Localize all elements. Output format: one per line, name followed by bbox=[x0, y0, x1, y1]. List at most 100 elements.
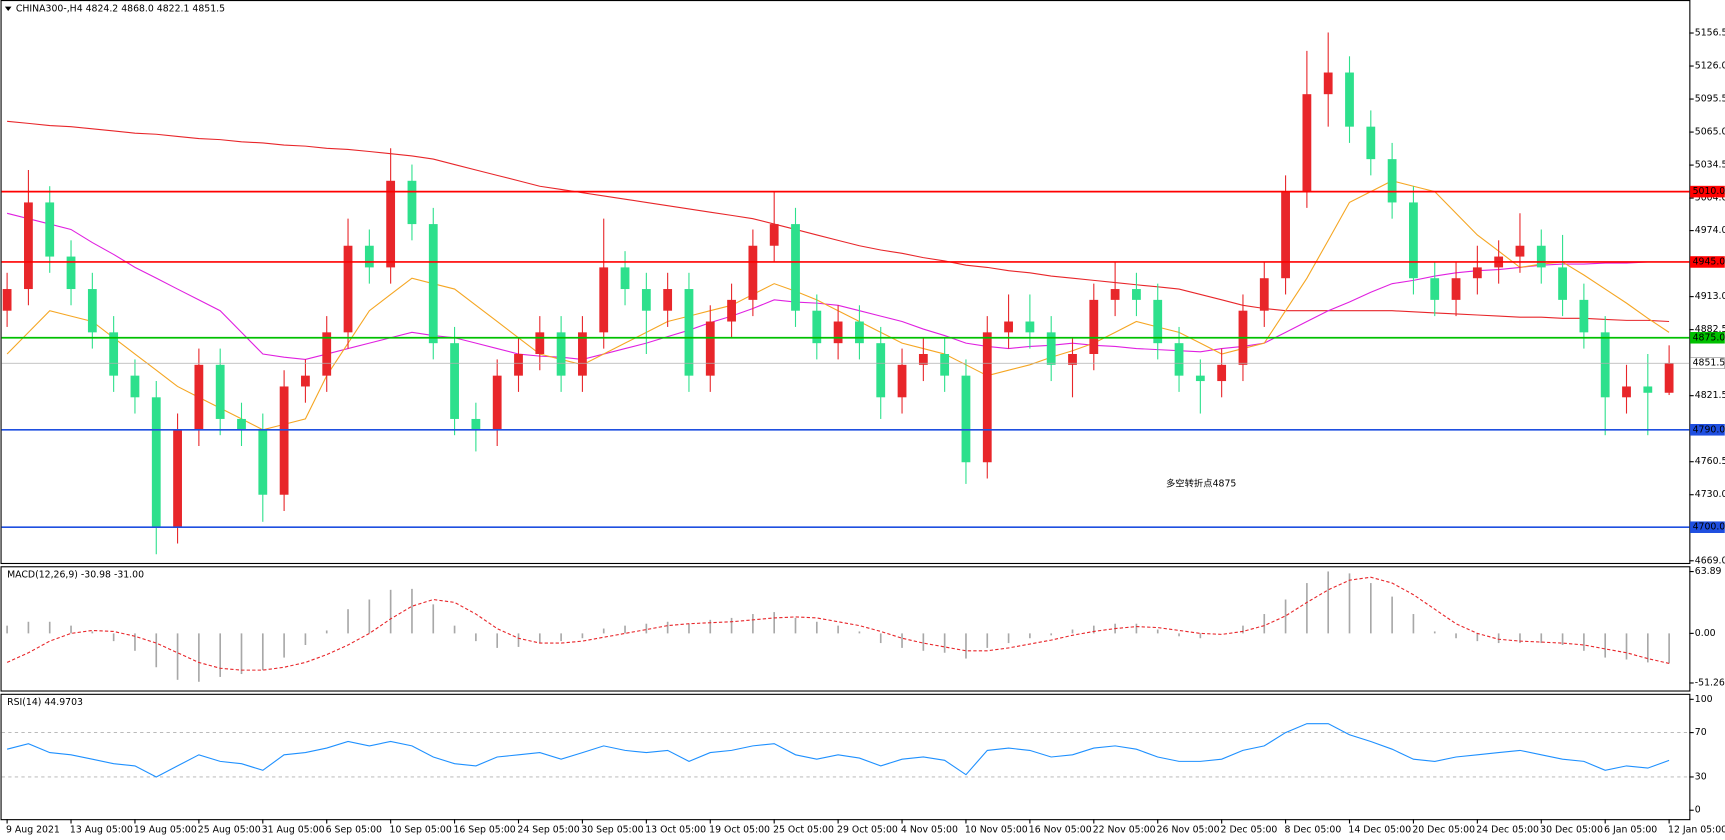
y-tick-label: 4974.0 bbox=[1695, 225, 1725, 236]
x-tick-label: 26 Nov 05:00 bbox=[1157, 825, 1220, 836]
candle-body bbox=[407, 180, 417, 225]
macd-panel bbox=[0, 566, 1691, 692]
candle-body bbox=[833, 321, 843, 344]
y-tick-label: -51.26 bbox=[1695, 677, 1725, 688]
candle-body bbox=[1536, 245, 1546, 268]
y-tick-label: 5004.0 bbox=[1695, 193, 1725, 204]
x-tick-label: 10 Nov 05:00 bbox=[965, 825, 1028, 836]
candle-body bbox=[109, 332, 119, 376]
candle-body bbox=[194, 364, 204, 430]
candle-body bbox=[556, 332, 566, 376]
candle-body bbox=[1451, 278, 1461, 300]
candle-body bbox=[1409, 202, 1418, 279]
price-panel bbox=[0, 0, 1691, 565]
y-tick-label: 70 bbox=[1695, 727, 1707, 738]
candle-body bbox=[982, 332, 992, 463]
candle-body bbox=[258, 429, 268, 495]
candle-body bbox=[237, 418, 246, 430]
x-tick-label: 22 Nov 05:00 bbox=[1093, 825, 1156, 836]
x-tick-label: 24 Dec 05:00 bbox=[1476, 825, 1539, 836]
y-tick-label: 4913.0 bbox=[1695, 291, 1725, 302]
indicator-line bbox=[6, 576, 1670, 671]
annotation: 多空转折点4875 bbox=[1166, 477, 1236, 489]
candle-body bbox=[1600, 332, 1610, 398]
candle-body bbox=[215, 364, 225, 419]
candle-body bbox=[301, 375, 310, 387]
x-tick-label: 30 Dec 05:00 bbox=[1540, 825, 1603, 836]
candle-body bbox=[1174, 343, 1184, 376]
x-tick-label: 4 Nov 05:00 bbox=[901, 825, 958, 836]
candle-body bbox=[2, 289, 12, 311]
candle-body bbox=[940, 353, 950, 376]
menu-arrow[interactable] bbox=[4, 6, 12, 11]
price-level-box bbox=[1690, 331, 1725, 344]
candle-body bbox=[514, 353, 523, 376]
x-tick-label: 19 Oct 05:00 bbox=[709, 825, 770, 836]
x-tick-label: 10 Sep 05:00 bbox=[390, 825, 452, 836]
candle-body bbox=[1195, 375, 1205, 382]
candle-body bbox=[386, 180, 396, 268]
x-tick-label: 13 Oct 05:00 bbox=[645, 825, 706, 836]
x-tick-label: 16 Nov 05:00 bbox=[1029, 825, 1092, 836]
x-tick-label: 16 Sep 05:00 bbox=[453, 825, 515, 836]
candle-body bbox=[876, 343, 886, 398]
candle-body bbox=[897, 364, 907, 398]
candle-body bbox=[66, 256, 76, 290]
y-tick-label: 4882.5 bbox=[1695, 324, 1725, 335]
x-tick-label: 2 Dec 05:00 bbox=[1221, 825, 1278, 836]
candle-body bbox=[1643, 386, 1653, 393]
price-level-label: 4700.0 bbox=[1693, 522, 1725, 533]
y-tick-label: 0 bbox=[1695, 805, 1701, 816]
x-tick-label: 6 Jan 05:00 bbox=[1604, 825, 1657, 836]
candle-body bbox=[684, 289, 694, 376]
y-tick-label: 4669.0 bbox=[1695, 555, 1725, 566]
candle-body bbox=[918, 353, 928, 365]
y-tick-label: 63.89 bbox=[1695, 566, 1722, 577]
candle-body bbox=[1132, 289, 1141, 300]
y-tick-label: 4730.0 bbox=[1695, 489, 1725, 500]
candle-body bbox=[791, 224, 800, 311]
y-tick-label: 5156.5 bbox=[1695, 28, 1725, 39]
x-tick-label: 20 Dec 05:00 bbox=[1412, 825, 1475, 836]
panel-title: RSI(14) 44.9703 bbox=[7, 697, 83, 708]
candle-body bbox=[173, 429, 182, 528]
candle-body bbox=[450, 343, 459, 419]
candle-body bbox=[1472, 267, 1482, 279]
candle-body bbox=[1558, 267, 1567, 300]
candle-body bbox=[748, 245, 758, 300]
candle-body bbox=[1430, 278, 1440, 300]
y-tick-label: 5065.0 bbox=[1695, 127, 1725, 138]
candle-body bbox=[151, 397, 161, 528]
candle-body bbox=[1068, 353, 1077, 365]
candle-body bbox=[1664, 363, 1674, 393]
candle-body bbox=[24, 202, 33, 290]
candle-body bbox=[45, 202, 55, 257]
price-level-box bbox=[1690, 424, 1725, 436]
candle-body bbox=[535, 332, 545, 354]
candle-body bbox=[1302, 94, 1312, 192]
x-tick-label: 9 Aug 2021 bbox=[6, 825, 60, 836]
price-level-label: 4945.0 bbox=[1693, 256, 1725, 267]
indicator-line bbox=[7, 120, 1670, 323]
candle-body bbox=[1515, 245, 1525, 257]
candle-body bbox=[1110, 289, 1120, 300]
panel-title: CHINA300-,H4 4824.2 4868.0 4822.1 4851.5 bbox=[16, 3, 225, 14]
x-tick-label: 19 Aug 05:00 bbox=[134, 825, 197, 836]
candle-body bbox=[769, 224, 779, 246]
candle-body bbox=[1323, 72, 1333, 95]
x-tick-label: 25 Aug 05:00 bbox=[198, 825, 261, 836]
candle-body bbox=[1387, 159, 1397, 203]
x-tick-label: 25 Oct 05:00 bbox=[773, 825, 834, 836]
y-tick-label: 100 bbox=[1695, 694, 1713, 705]
y-tick-label: 5034.5 bbox=[1695, 160, 1725, 171]
y-tick-label: 5126.0 bbox=[1695, 61, 1725, 72]
x-tick-label: 13 Aug 05:00 bbox=[70, 825, 133, 836]
candle-body bbox=[492, 375, 502, 430]
price-level-box bbox=[1690, 185, 1725, 198]
y-tick-label: 5095.5 bbox=[1695, 94, 1725, 105]
candle-body bbox=[1025, 321, 1035, 333]
candle-body bbox=[727, 299, 736, 322]
candle-body bbox=[279, 386, 289, 495]
price-level-label: 4851.5 bbox=[1693, 358, 1725, 369]
price-level-box bbox=[1690, 256, 1725, 268]
